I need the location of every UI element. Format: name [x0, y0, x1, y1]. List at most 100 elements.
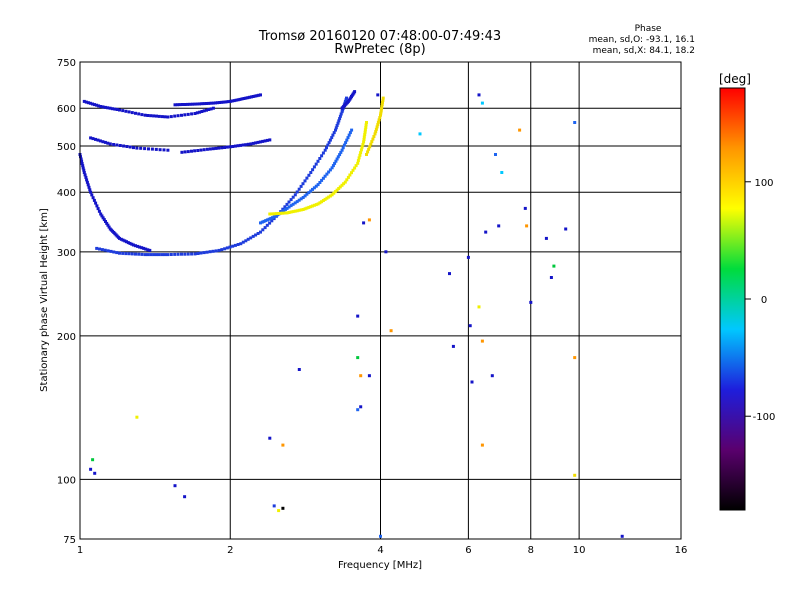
data-point	[381, 100, 384, 104]
data-point	[363, 133, 367, 137]
data-point	[359, 405, 363, 409]
data-point	[169, 115, 173, 119]
data-point	[231, 244, 235, 248]
data-point	[297, 187, 301, 191]
data-point	[106, 141, 110, 145]
data-point	[217, 146, 221, 150]
data-point	[241, 143, 245, 147]
data-point	[186, 252, 190, 256]
data-point	[335, 157, 339, 161]
data-point	[150, 147, 154, 151]
data-point	[181, 103, 184, 106]
data-point	[155, 253, 158, 257]
colorbar-ticks: -100 0 100	[745, 178, 775, 423]
data-point	[272, 215, 276, 219]
data-point	[281, 443, 285, 447]
data-point	[309, 189, 313, 193]
data-point	[291, 202, 295, 206]
data-point	[126, 241, 130, 245]
data-point	[79, 157, 83, 161]
data-point	[139, 146, 143, 150]
data-point	[378, 116, 382, 120]
data-point	[239, 143, 243, 147]
colorbar-tick-label: 0	[761, 295, 767, 306]
data-point	[101, 216, 105, 220]
data-point	[249, 142, 253, 146]
data-point	[218, 101, 222, 104]
data-point	[191, 102, 194, 106]
data-point	[282, 209, 286, 212]
data-point	[157, 253, 161, 257]
data-point	[99, 212, 103, 216]
data-point	[305, 176, 309, 180]
data-point	[101, 140, 105, 144]
data-point	[494, 153, 497, 156]
data-point	[363, 130, 367, 134]
data-point	[251, 141, 255, 145]
data-point	[166, 253, 170, 257]
data-point	[91, 137, 95, 141]
data-point	[328, 168, 332, 172]
data-point	[293, 201, 297, 205]
data-point	[468, 324, 472, 328]
data-point	[311, 187, 314, 191]
data-point	[226, 100, 230, 104]
data-point	[115, 108, 119, 111]
data-point	[330, 193, 334, 197]
y-tick-label: 750	[57, 58, 76, 69]
data-point	[291, 210, 295, 214]
data-point	[217, 248, 221, 252]
data-point	[356, 356, 360, 360]
data-point	[239, 242, 243, 246]
data-point	[176, 252, 180, 256]
data-point	[166, 148, 170, 152]
data-point	[381, 98, 385, 102]
data-point	[285, 206, 289, 210]
data-point	[188, 102, 192, 106]
data-point	[332, 131, 336, 135]
data-point	[103, 105, 107, 109]
data-point	[134, 252, 137, 256]
data-point	[268, 436, 272, 440]
data-point	[225, 145, 229, 149]
colorbar-label: [deg]	[719, 72, 751, 86]
data-point	[285, 211, 289, 215]
data-point	[134, 244, 137, 248]
data-point	[91, 102, 94, 106]
data-point	[147, 147, 150, 151]
y-axis-label: Stationary phase Virtual Height [km]	[39, 208, 50, 392]
data-point	[233, 243, 237, 247]
data-point	[84, 100, 88, 104]
data-point	[376, 120, 380, 124]
y-tick-label: 100	[57, 475, 76, 486]
data-point	[370, 140, 374, 144]
data-point	[199, 148, 203, 152]
data-point	[448, 272, 451, 276]
data-point	[371, 137, 375, 141]
data-point	[176, 103, 179, 107]
y-tick-label: 200	[57, 332, 76, 343]
data-point	[549, 276, 553, 279]
data-point	[366, 150, 370, 154]
data-point	[353, 166, 357, 170]
data-point	[361, 143, 365, 147]
data-point	[236, 98, 240, 102]
x-axis-label: Frequency [MHz]	[338, 560, 422, 571]
data-point	[255, 94, 259, 98]
data-point	[196, 149, 200, 152]
data-point	[336, 121, 340, 125]
data-point	[81, 166, 85, 170]
data-point	[82, 168, 86, 172]
data-point	[343, 180, 347, 184]
data-point	[193, 112, 197, 115]
data-point	[137, 112, 141, 116]
data-point	[299, 208, 303, 212]
data-point	[544, 236, 548, 240]
data-point	[373, 132, 377, 136]
data-point	[268, 221, 272, 225]
data-point	[224, 100, 228, 104]
data-point	[176, 114, 180, 118]
data-point	[143, 253, 147, 257]
data-point	[91, 196, 95, 200]
